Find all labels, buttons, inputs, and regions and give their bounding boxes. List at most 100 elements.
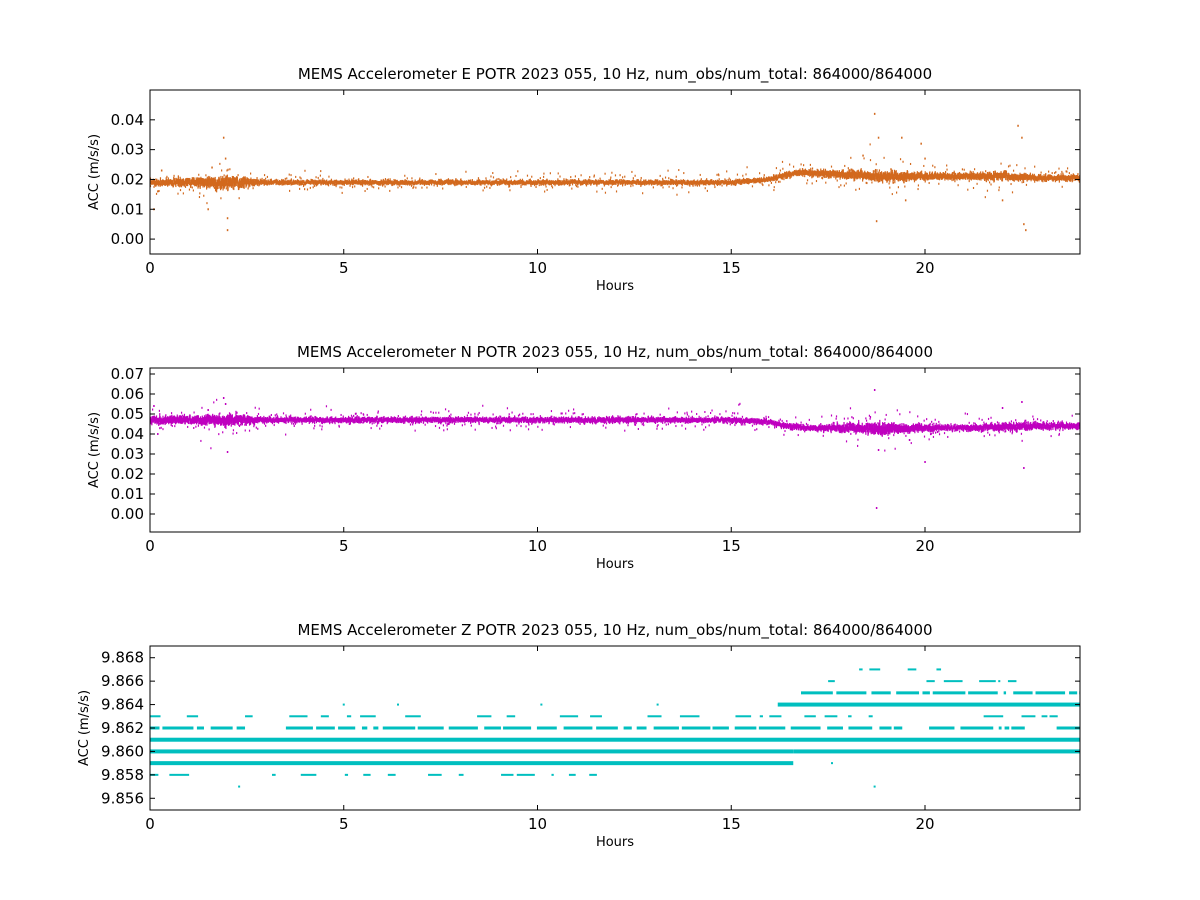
data-point (735, 182, 737, 187)
data-point (213, 186, 216, 189)
data-point (263, 174, 266, 177)
y-tick-label: 0.01 (111, 200, 144, 218)
data-point (358, 416, 360, 420)
data-point (284, 419, 286, 424)
data-point (179, 181, 182, 187)
data-point (636, 179, 638, 182)
data-point (624, 175, 626, 178)
data-point (315, 176, 317, 179)
data-point (211, 177, 213, 180)
data-point (419, 177, 421, 180)
data-point (414, 181, 416, 185)
data-point (455, 178, 457, 181)
data-point (923, 164, 925, 167)
data-point (686, 180, 688, 184)
data-point (682, 180, 684, 185)
data-point (593, 174, 595, 177)
data-point (806, 182, 808, 185)
data-point (448, 183, 450, 186)
data-point (916, 171, 918, 174)
data-point (340, 419, 342, 424)
data-point (179, 418, 181, 424)
data-point (150, 185, 152, 188)
y-axis-label: ACC (m/s/s) (87, 134, 102, 210)
data-point (384, 178, 387, 181)
data-point (449, 179, 452, 183)
data-point (694, 184, 696, 187)
data-point (277, 421, 280, 424)
data-point (526, 420, 528, 423)
data-point (819, 172, 822, 177)
data-point (601, 419, 604, 423)
data-point (245, 417, 247, 423)
data-point (477, 179, 479, 183)
data-point (397, 415, 399, 418)
data-point (467, 411, 470, 414)
data-point (906, 174, 908, 181)
data-point (326, 418, 328, 423)
data-point (942, 172, 945, 175)
data-point (555, 419, 557, 424)
data-point (248, 416, 250, 422)
data-point (436, 183, 438, 187)
data-point (859, 173, 861, 180)
data-point (848, 169, 850, 172)
data-point (656, 179, 658, 183)
data-point (253, 181, 256, 187)
data-point (474, 412, 476, 415)
data-point (242, 180, 244, 187)
data-point (583, 417, 585, 422)
data-point (250, 419, 252, 425)
data-point (375, 419, 378, 422)
data-point (438, 426, 441, 429)
data-point (234, 416, 237, 424)
data-point (658, 182, 660, 186)
data-point (563, 178, 565, 182)
data-point (471, 179, 473, 182)
data-point (675, 175, 677, 178)
data-point (724, 179, 726, 183)
data-point (1017, 124, 1019, 127)
data-point (643, 180, 645, 183)
data-point (604, 191, 607, 194)
data-point (421, 179, 423, 182)
data-point (456, 183, 458, 186)
data-point (995, 173, 997, 176)
data-point (319, 174, 321, 177)
data-point (770, 181, 773, 184)
data-point (466, 414, 468, 417)
data-point (397, 186, 399, 189)
data-point (276, 416, 278, 419)
data-point (351, 182, 354, 186)
data-point (534, 417, 536, 422)
data-point (370, 184, 372, 187)
data-point (492, 176, 495, 179)
data-point (839, 171, 841, 178)
data-point (313, 427, 315, 430)
data-point (427, 419, 429, 424)
data-point (470, 424, 472, 427)
data-point (292, 179, 295, 183)
data-point (187, 180, 189, 187)
data-point (869, 159, 872, 162)
data-point (769, 176, 771, 180)
data-point (411, 418, 413, 423)
data-point (355, 179, 358, 183)
data-point (358, 178, 360, 181)
data-point (815, 180, 818, 183)
data-point (275, 416, 277, 421)
data-point (410, 184, 413, 187)
data-point (464, 423, 466, 426)
data-point (782, 167, 784, 170)
data-point (609, 421, 611, 424)
data-point (355, 416, 358, 420)
data-point (595, 422, 597, 425)
data-point (306, 188, 309, 191)
data-point (226, 179, 228, 188)
data-point (407, 182, 409, 186)
data-point (878, 169, 881, 172)
data-point (160, 169, 163, 172)
data-point (393, 178, 395, 183)
data-point (382, 181, 384, 185)
data-point (847, 170, 849, 177)
